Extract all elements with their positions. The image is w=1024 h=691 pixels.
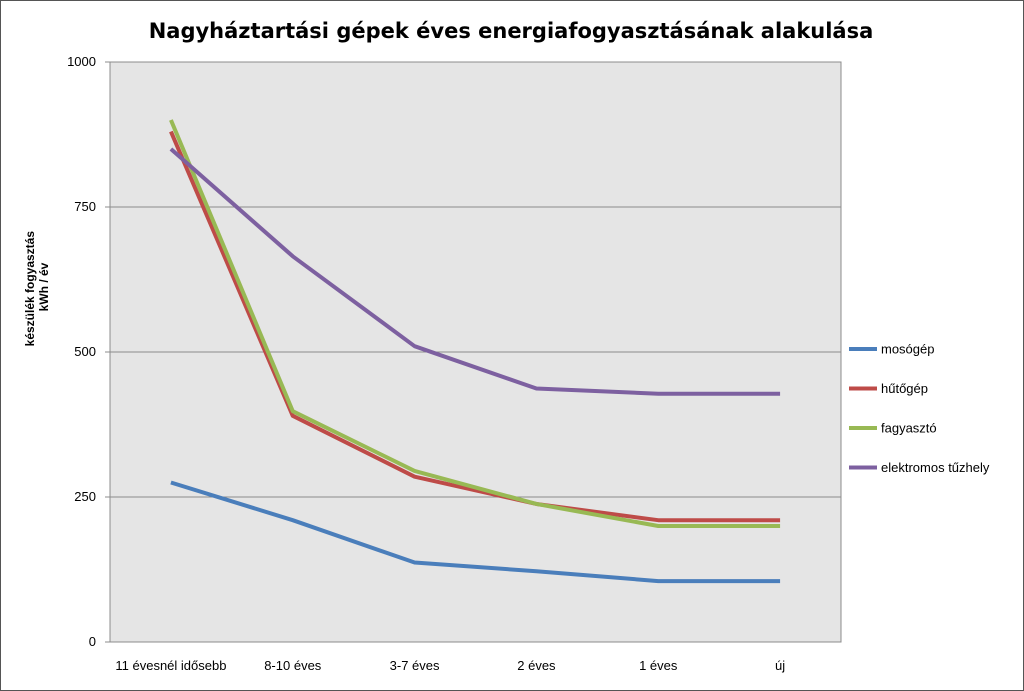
series-line-2 xyxy=(169,130,781,523)
legend: mosógép hűtőgép fagyasztó elektromos tűzhel… xyxy=(849,342,990,475)
y-axis-label: készülék fogyasztás kWh / év xyxy=(23,228,51,347)
series-line-1 xyxy=(170,480,781,584)
y-tick-label: 500 xyxy=(74,344,96,359)
y-axis-label-line-1: készülék fogyasztás xyxy=(23,231,37,347)
chart-title: Nagyháztartási gépek éves energiafogyasz… xyxy=(149,19,874,43)
series-line-3 xyxy=(169,119,781,528)
y-tick-label: 0 xyxy=(89,634,96,649)
x-tick-label: 11 évesnél idősebb xyxy=(115,658,226,673)
series-line-4 xyxy=(169,147,781,396)
x-tick-label: 8-10 éves xyxy=(264,658,322,673)
x-tick-label: 2 éves xyxy=(517,658,556,673)
x-tick-label: 3-7 éves xyxy=(390,658,440,673)
y-tick-label: 1000 xyxy=(67,54,96,69)
series-lines xyxy=(169,119,781,584)
x-tick-label: 1 éves xyxy=(639,658,678,673)
x-tick-label: új xyxy=(775,658,785,673)
y-axis-label-line-2: kWh / év xyxy=(37,262,51,311)
y-axis-ticks: 0 250 500 750 1000 xyxy=(67,54,110,649)
legend-label: hűtőgép xyxy=(881,381,928,396)
gridlines xyxy=(110,206,841,498)
y-tick-label: 250 xyxy=(74,489,96,504)
legend-label: fagyasztó xyxy=(881,421,937,436)
legend-label: elektromos tűzhely xyxy=(881,460,990,475)
x-axis-ticks: 11 évesnél idősebb 8-10 éves 3-7 éves 2 éve… xyxy=(115,658,785,673)
y-tick-label: 750 xyxy=(74,199,96,214)
legend-label: mosógép xyxy=(881,342,934,357)
